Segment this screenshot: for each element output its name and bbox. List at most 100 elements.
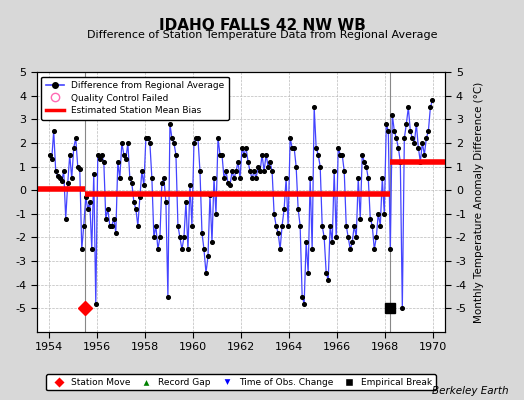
Point bbox=[334, 144, 342, 151]
Point bbox=[192, 135, 200, 141]
Point bbox=[186, 182, 194, 189]
Point bbox=[252, 175, 260, 182]
Point bbox=[342, 222, 351, 229]
Point bbox=[428, 97, 436, 104]
Point bbox=[156, 234, 164, 241]
Point bbox=[276, 246, 285, 252]
Point bbox=[172, 152, 180, 158]
Point bbox=[398, 305, 407, 312]
Point bbox=[406, 128, 414, 134]
Point bbox=[400, 135, 409, 141]
Point bbox=[370, 246, 378, 252]
Point bbox=[402, 121, 410, 127]
Point bbox=[250, 168, 258, 174]
Point bbox=[384, 128, 392, 134]
Point bbox=[424, 128, 433, 134]
Point bbox=[204, 253, 212, 260]
Point bbox=[288, 144, 297, 151]
Point bbox=[144, 135, 152, 141]
Point bbox=[140, 182, 148, 189]
Point bbox=[80, 222, 88, 229]
Point bbox=[170, 140, 178, 146]
Point bbox=[414, 144, 422, 151]
Point bbox=[88, 246, 96, 252]
Point bbox=[422, 135, 431, 141]
Point bbox=[128, 180, 136, 186]
Point bbox=[388, 111, 397, 118]
Point bbox=[102, 215, 110, 222]
Point bbox=[246, 168, 254, 174]
Point bbox=[129, 199, 138, 205]
Point bbox=[134, 222, 142, 229]
Point bbox=[332, 234, 341, 241]
Point bbox=[262, 152, 270, 158]
Legend: Station Move, Record Gap, Time of Obs. Change, Empirical Break: Station Move, Record Gap, Time of Obs. C… bbox=[46, 374, 436, 390]
Point bbox=[228, 168, 236, 174]
Point bbox=[200, 246, 208, 252]
Point bbox=[244, 159, 252, 165]
Point bbox=[180, 234, 188, 241]
Point bbox=[46, 152, 54, 158]
Point bbox=[350, 222, 358, 229]
Point bbox=[194, 135, 202, 141]
Point bbox=[202, 270, 210, 276]
Point bbox=[270, 211, 278, 217]
Point bbox=[396, 159, 405, 165]
Point bbox=[390, 128, 398, 134]
Point bbox=[168, 135, 176, 141]
Point bbox=[84, 206, 92, 212]
Point bbox=[58, 178, 66, 184]
Point bbox=[222, 168, 230, 174]
Point bbox=[182, 199, 190, 205]
Point bbox=[63, 180, 72, 186]
Point bbox=[61, 215, 70, 222]
Point bbox=[330, 168, 339, 174]
Point bbox=[256, 168, 264, 174]
Text: Berkeley Earth: Berkeley Earth bbox=[432, 386, 508, 396]
Point bbox=[416, 159, 424, 165]
Point bbox=[358, 152, 366, 158]
Point bbox=[100, 159, 108, 165]
Point bbox=[268, 168, 276, 174]
Point bbox=[162, 199, 170, 205]
Point bbox=[190, 140, 198, 146]
Point bbox=[412, 121, 421, 127]
Point bbox=[366, 215, 375, 222]
Point bbox=[232, 168, 240, 174]
Point bbox=[264, 163, 272, 170]
Point bbox=[418, 140, 427, 146]
Point bbox=[151, 222, 160, 229]
Point bbox=[364, 175, 373, 182]
Point bbox=[392, 135, 400, 141]
Point bbox=[188, 222, 196, 229]
Point bbox=[176, 234, 184, 241]
Point bbox=[274, 230, 282, 236]
Point bbox=[230, 175, 238, 182]
Point bbox=[240, 152, 248, 158]
Point bbox=[160, 175, 168, 182]
Point bbox=[116, 175, 124, 182]
Point bbox=[126, 175, 134, 182]
Point bbox=[410, 140, 419, 146]
Point bbox=[216, 152, 224, 158]
Point bbox=[372, 234, 380, 241]
Point bbox=[104, 206, 112, 212]
Point bbox=[73, 163, 82, 170]
Point bbox=[356, 215, 364, 222]
Point bbox=[163, 293, 172, 300]
Point bbox=[224, 180, 232, 186]
Point bbox=[136, 194, 144, 200]
Point bbox=[138, 168, 146, 174]
Point bbox=[312, 144, 320, 151]
Point bbox=[340, 168, 348, 174]
Point bbox=[166, 121, 174, 127]
Point bbox=[218, 152, 226, 158]
Point bbox=[296, 222, 304, 229]
Point bbox=[260, 168, 268, 174]
Point bbox=[310, 104, 319, 111]
Point bbox=[51, 168, 60, 174]
Point bbox=[119, 152, 128, 158]
Point bbox=[380, 211, 388, 217]
Point bbox=[72, 135, 80, 141]
Point bbox=[280, 206, 288, 212]
